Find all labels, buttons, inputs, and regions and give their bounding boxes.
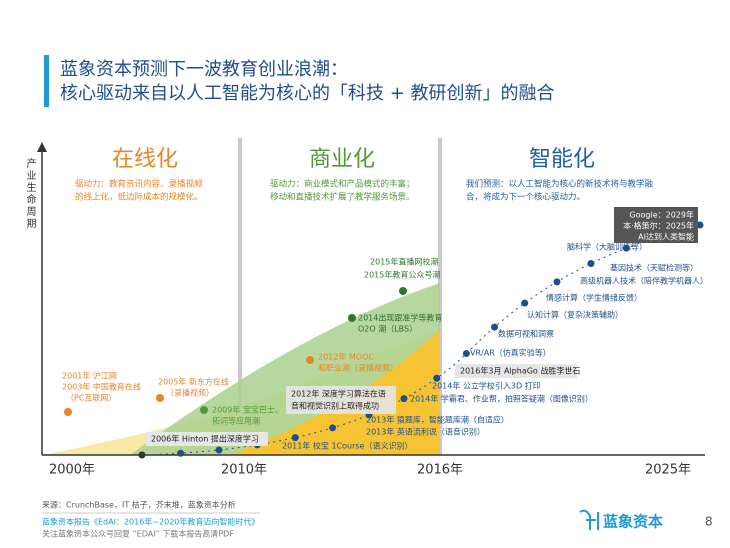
footer-report: 蓝象资本报告《EdAI：2016年~2020年教育迈向智能时代》 — [42, 517, 259, 527]
curve-dot — [696, 221, 704, 229]
phase-description: 我们预测：以人工智能为核心的新技术将与教学融 — [466, 179, 654, 190]
arrow — [37, 142, 47, 152]
event-dot — [306, 356, 314, 364]
curve-dot — [491, 323, 499, 331]
logo: 蓝象资本 — [603, 513, 663, 531]
phase-name: 在线化 — [112, 147, 178, 172]
event-label: O2O 潮（LBS） — [358, 324, 417, 334]
phase-name: 智能化 — [529, 147, 595, 172]
event-box — [286, 386, 396, 414]
event-label: VR/AR（仿真实验等） — [470, 348, 551, 358]
event-label: 2014出现跟准学等教育 — [358, 313, 442, 323]
event-label: 2014年 学霸君、作业帮，拍照答疑潮（图像识别） — [410, 394, 593, 404]
logo-icon — [579, 509, 599, 530]
event-dot — [348, 314, 356, 322]
phase-description: 驱动力：教育资讯内容、录播视频 — [75, 179, 203, 190]
event-label: 脑科学（大脑训练等） — [567, 242, 647, 252]
event-label: 2015年直播网校潮 — [370, 257, 438, 267]
x-label: 2010年 — [221, 463, 267, 478]
curve-dot — [177, 449, 185, 457]
prediction-box — [614, 207, 698, 243]
x-label: 2000年 — [49, 463, 95, 478]
y-axis-label: 产业生命周期 — [24, 157, 36, 230]
event-box — [146, 432, 268, 446]
event-dot — [200, 406, 208, 414]
footer-source: 来源：CrunchBase，IT 桔子，芥末堆，蓝象资本分析 — [42, 500, 236, 510]
event-label: 2015年教育公众号潮 — [364, 270, 440, 280]
curve-dot — [291, 434, 299, 442]
event-label: 2013年 英语流利说（语音识别） — [366, 427, 485, 437]
curve-dot — [400, 395, 408, 403]
event-dot — [399, 287, 407, 295]
x-label: 2016年 — [417, 463, 463, 478]
event-label: 2001年 沪江网 — [62, 371, 117, 381]
event-label: 2012年 深度学习算法在语 — [291, 389, 386, 399]
curve-dot — [553, 278, 561, 286]
prediction-label: AI达到人类智能 — [638, 232, 694, 242]
event-label: 数据可视和洞察 — [498, 329, 554, 339]
page-number: 8 — [705, 515, 713, 529]
event-dot — [156, 394, 164, 402]
event-label: 拓词等应用潮 — [212, 416, 260, 426]
event-label: 2013年 猿题库，智能题库潮（自适应） — [366, 415, 509, 425]
x-label: 2025年 — [645, 463, 691, 478]
event-label: 2011年 校宝 1Course（语义识别） — [282, 441, 412, 451]
event-label: 情感计算（学生情绪反馈） — [546, 293, 642, 303]
event-label: 2003年 中国教育在线 — [62, 382, 141, 392]
event-label: 认知计算（复杂决策辅助） — [527, 310, 623, 320]
phase-description: 合，将成为下一个核心驱动力。 — [466, 192, 585, 203]
title: 蓝象资本预测下一波教育创业浪潮： — [60, 59, 348, 80]
curve-dot — [433, 374, 441, 382]
event-dot — [64, 408, 72, 416]
phase-name: 商业化 — [309, 147, 375, 172]
event-label: 2009年 宝宝巴士、 — [212, 405, 283, 415]
phase-description: 移动和直播技术扩展了教学服务场景。 — [270, 192, 415, 203]
phase-description: 驱动力：商业模式和产品模式的丰富； — [270, 179, 415, 190]
footer-note: 关注蓝象资本公众号回复 “EDAI” 下载本报告高清PDF — [42, 529, 234, 539]
event-box — [455, 364, 577, 378]
mobile-area — [230, 330, 440, 455]
curve-dot — [587, 260, 595, 268]
event-label: 高级机器人技术（陪伴教学机器人） — [580, 276, 708, 286]
event-label: 音和视觉识别上取得成功 — [291, 401, 379, 411]
event-label: 基因技术（天赋检测等） — [610, 263, 698, 273]
prediction-label: 本·格策尔：2025年 — [623, 221, 694, 231]
title: 核心驱动来自以人工智能为核心的「科技 + 教研创新」的融合 — [60, 83, 555, 104]
event-label: 2006年 Hinton 提出深度学习 — [151, 434, 259, 444]
curve-dot — [521, 299, 529, 307]
event-label: 2005年 新东方在线 — [158, 377, 229, 387]
curve-dot — [622, 244, 630, 252]
event-label: 2012年 MOOC — [318, 352, 374, 362]
phase-description: 的线上化，低边际成本的规模化。 — [75, 192, 203, 203]
event-label: 和职业潮（录播视频） — [318, 363, 398, 373]
curve-dot — [462, 350, 470, 358]
title-bar — [44, 55, 49, 107]
curve-dot — [329, 424, 337, 432]
phase-divider — [238, 138, 242, 455]
prediction-label: Google：2029年 — [629, 210, 694, 220]
event-label: 2016年3月 AlphaGo 战胜李世石 — [460, 366, 580, 376]
event-label: （录播视频） — [166, 388, 214, 398]
event-label: （PC互联网） — [66, 394, 116, 403]
event-label: 2014年 公立学校引入3D 打印 — [432, 381, 541, 391]
curve-dot — [215, 446, 223, 454]
curve-dot — [138, 451, 146, 459]
